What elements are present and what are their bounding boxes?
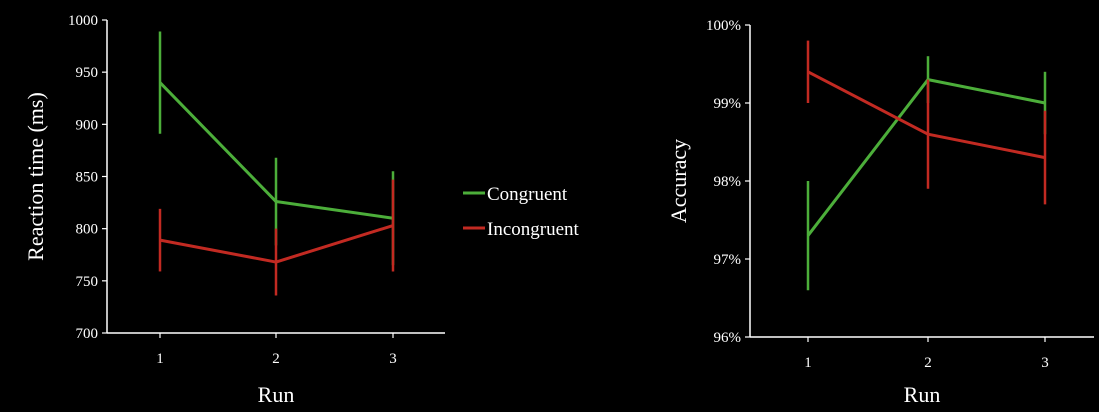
x-tick-label: 1 xyxy=(804,355,812,371)
series-line-congruent xyxy=(806,78,1046,237)
x-tick-label: 3 xyxy=(389,351,397,367)
y-tick-label: 1000 xyxy=(68,13,98,29)
y-tick-label: 100% xyxy=(706,18,741,34)
y-tick-label: 97% xyxy=(714,252,742,268)
y-axis-label: Reaction time (ms) xyxy=(23,92,48,261)
chart-reaction-time: 700 750 800 850 900 950 1000 1 2 3 Run Reaction tim… xyxy=(23,13,445,407)
y-tick-label: 700 xyxy=(76,326,99,342)
y-tick-label: 750 xyxy=(76,274,99,290)
x-axis-label: Run xyxy=(904,382,941,407)
chart-accuracy: 96% 97% 98% 99% 100% 1 2 3 Run Accuracy xyxy=(666,18,1094,407)
legend-label-incongruent: Incongruent xyxy=(487,219,580,240)
y-tick-label: 98% xyxy=(714,174,742,190)
y-tick-label: 950 xyxy=(76,65,99,81)
y-tick-label: 850 xyxy=(76,170,99,186)
y-axis-label: Accuracy xyxy=(666,139,691,223)
y-tick-label: 800 xyxy=(76,222,99,238)
x-tick-label: 2 xyxy=(272,351,280,367)
y-tick-label: 900 xyxy=(76,117,99,133)
y-tick-label: 99% xyxy=(714,96,742,112)
x-axis-label: Run xyxy=(258,382,295,407)
series-line-incongruent xyxy=(807,70,1046,160)
y-tick-label: 96% xyxy=(714,330,742,346)
series-line-congruent xyxy=(158,81,394,220)
x-tick-label: 1 xyxy=(156,351,164,367)
x-tick-label: 3 xyxy=(1041,355,1049,371)
legend-label-congruent: Congruent xyxy=(487,184,568,205)
series-line-incongruent xyxy=(159,224,394,264)
x-tick-label: 2 xyxy=(924,355,932,371)
legend: Congruent Incongruent xyxy=(463,184,580,240)
